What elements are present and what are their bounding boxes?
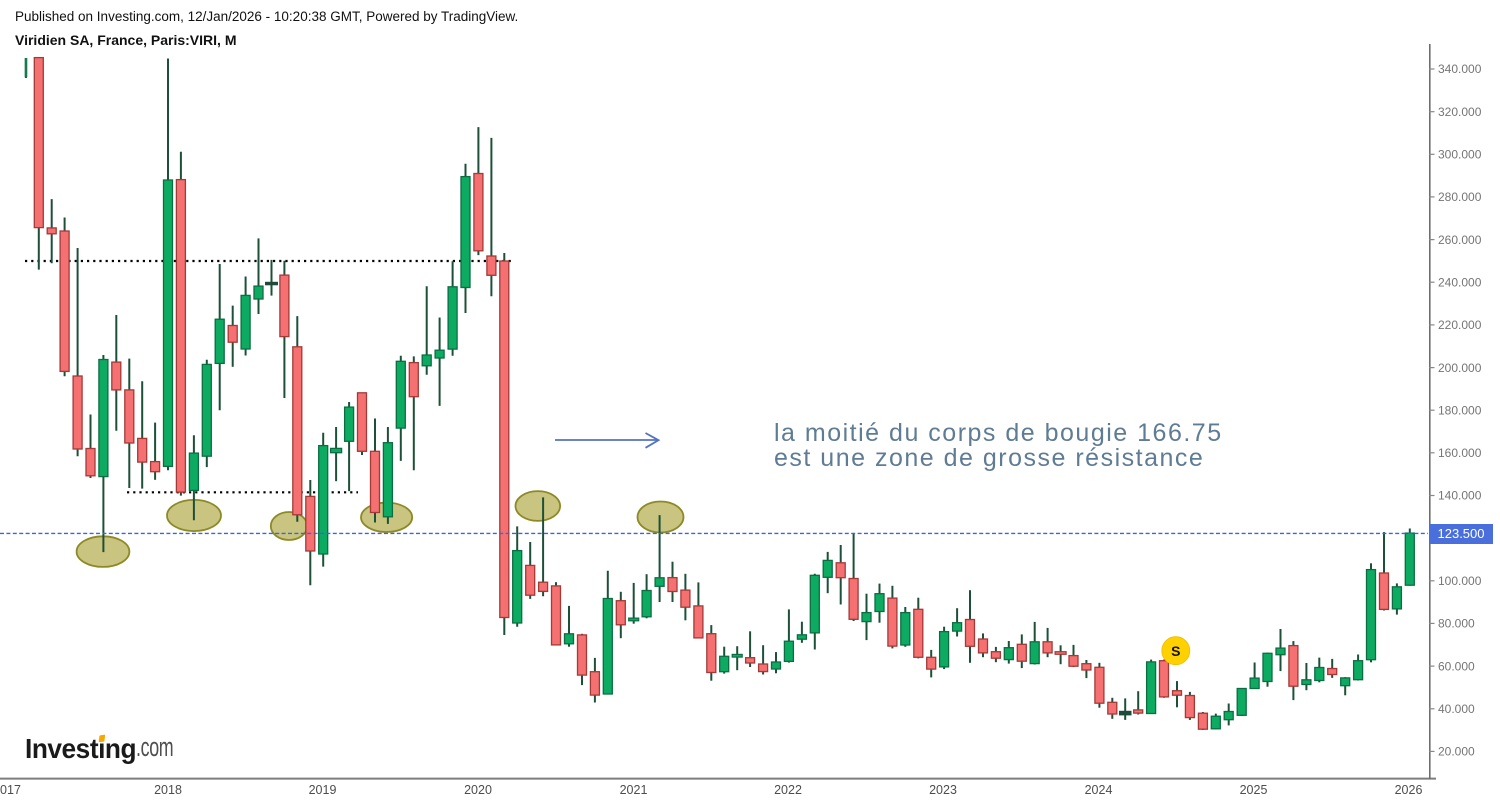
svg-text:260.000: 260.000: [1438, 233, 1482, 247]
svg-text:2019: 2019: [309, 783, 337, 797]
svg-text:340.000: 340.000: [1438, 62, 1482, 76]
svg-text:S: S: [1171, 643, 1180, 659]
svg-text:240.000: 240.000: [1438, 275, 1482, 289]
svg-text:40.000: 40.000: [1438, 702, 1475, 716]
svg-text:100.000: 100.000: [1438, 574, 1482, 588]
svg-text:200.000: 200.000: [1438, 361, 1482, 375]
svg-text:2017: 2017: [0, 783, 21, 797]
svg-text:80.000: 80.000: [1438, 617, 1475, 631]
svg-text:2018: 2018: [154, 783, 182, 797]
svg-text:2021: 2021: [620, 783, 648, 797]
svg-text:320.000: 320.000: [1438, 105, 1482, 119]
svg-text:160.000: 160.000: [1438, 446, 1482, 460]
svg-text:2022: 2022: [774, 783, 802, 797]
svg-text:2024: 2024: [1085, 783, 1113, 797]
svg-text:2020: 2020: [464, 783, 492, 797]
svg-text:2026: 2026: [1395, 783, 1423, 797]
svg-text:60.000: 60.000: [1438, 659, 1475, 673]
svg-text:2025: 2025: [1240, 783, 1268, 797]
svg-text:220.000: 220.000: [1438, 318, 1482, 332]
svg-text:280.000: 280.000: [1438, 190, 1482, 204]
svg-text:140.000: 140.000: [1438, 489, 1482, 503]
svg-text:180.000: 180.000: [1438, 403, 1482, 417]
svg-text:20.000: 20.000: [1438, 745, 1475, 759]
svg-text:300.000: 300.000: [1438, 148, 1482, 162]
svg-text:2023: 2023: [929, 783, 957, 797]
